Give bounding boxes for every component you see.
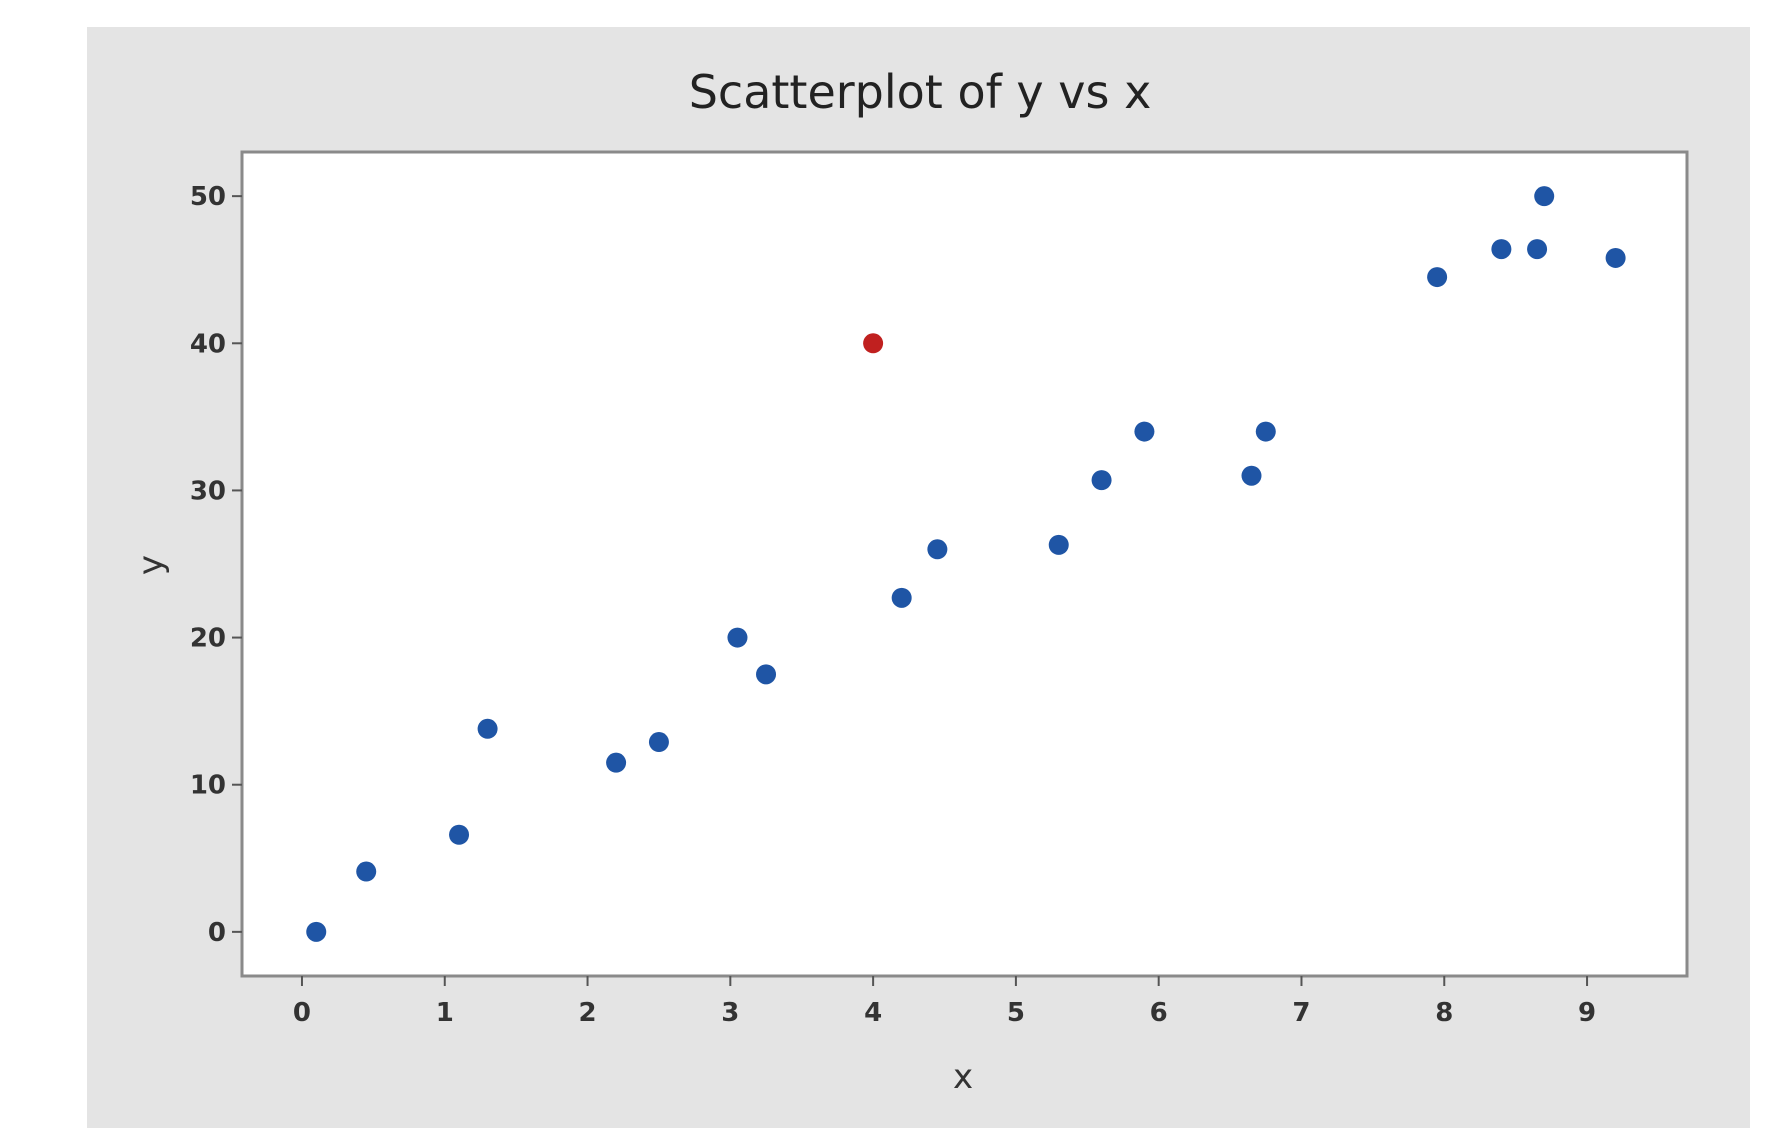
data-point xyxy=(756,664,777,685)
data-point xyxy=(306,921,327,942)
x-axis-label: x xyxy=(953,1057,973,1097)
y-tick-label: 50 xyxy=(190,182,226,212)
y-axis-label: y xyxy=(131,555,171,575)
data-point xyxy=(1427,267,1448,288)
x-tick-label: 5 xyxy=(1007,998,1025,1028)
data-point xyxy=(1534,186,1555,207)
x-tick-label: 0 xyxy=(293,998,311,1028)
x-axis-ticks: 0 1 2 3 4 5 6 7 8 9 xyxy=(293,976,1596,1028)
y-axis-ticks: 0 10 20 30 40 50 xyxy=(190,182,242,948)
data-point xyxy=(927,539,948,560)
data-point xyxy=(1605,247,1626,268)
data-point xyxy=(891,587,912,608)
x-tick-label: 2 xyxy=(578,998,596,1028)
data-point xyxy=(356,861,377,882)
data-point xyxy=(1048,534,1069,555)
data-point xyxy=(648,732,669,753)
y-tick-label: 20 xyxy=(190,624,226,654)
data-point xyxy=(1255,421,1276,442)
data-point xyxy=(1134,421,1155,442)
x-tick-label: 4 xyxy=(864,998,882,1028)
x-tick-label: 7 xyxy=(1292,998,1310,1028)
x-tick-label: 3 xyxy=(721,998,739,1028)
x-tick-label: 1 xyxy=(436,998,454,1028)
x-tick-label: 6 xyxy=(1150,998,1168,1028)
data-point xyxy=(1241,465,1262,486)
data-point xyxy=(863,333,884,354)
x-tick-label: 9 xyxy=(1578,998,1596,1028)
y-tick-label: 10 xyxy=(190,771,226,801)
data-point xyxy=(477,718,498,739)
y-tick-label: 0 xyxy=(208,918,226,948)
chart-title: Scatterplot of y vs x xyxy=(689,65,1152,119)
data-point xyxy=(1091,470,1112,491)
data-point xyxy=(606,752,627,773)
y-tick-label: 40 xyxy=(190,329,226,359)
plot-area xyxy=(240,150,1689,978)
y-tick-label: 30 xyxy=(190,476,226,506)
data-points xyxy=(306,186,1626,942)
data-point xyxy=(1491,239,1512,260)
x-tick-label: 8 xyxy=(1435,998,1453,1028)
data-point xyxy=(1527,239,1548,260)
data-point xyxy=(727,627,748,648)
data-point xyxy=(449,824,470,845)
